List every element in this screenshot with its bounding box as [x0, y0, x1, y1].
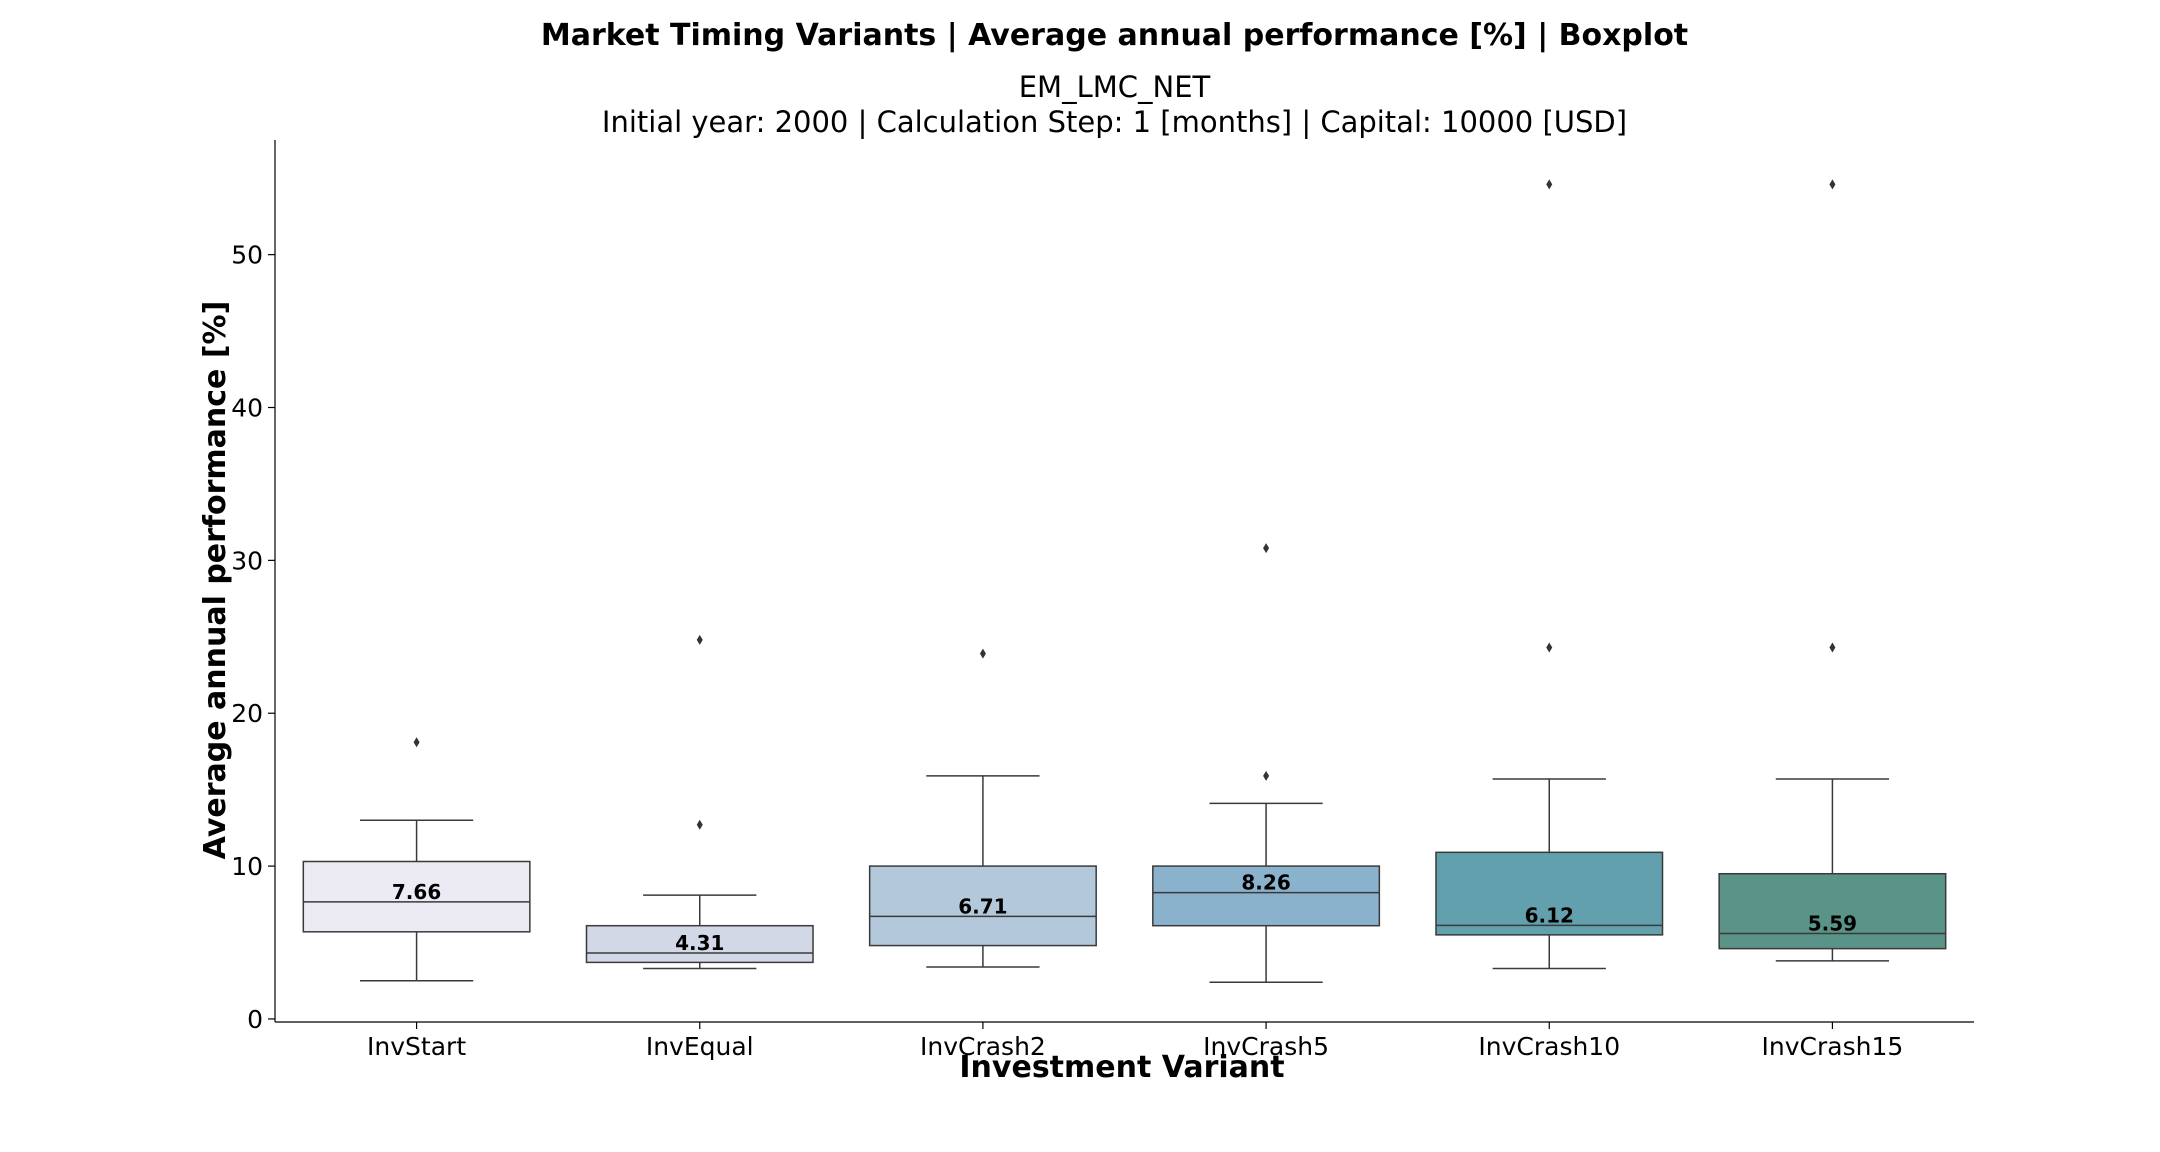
outlier-point: [1829, 642, 1836, 653]
median-label: 8.26: [1241, 871, 1290, 895]
chart-subtitle-parameters: Initial year: 2000 | Calculation Step: 1…: [601, 105, 1628, 139]
median-label: 4.31: [675, 931, 724, 955]
box-InvStart: [302, 860, 531, 933]
y-axis-label: Average annual performance [%]: [198, 301, 233, 860]
outlier-point: [696, 819, 703, 830]
box-InvCrash10: [1435, 851, 1664, 936]
box-InvCrash5: [1152, 865, 1381, 927]
x-tick-label: InvCrash15: [1762, 1032, 1904, 1061]
outlier-point: [1263, 543, 1270, 554]
y-tick-label: 30: [231, 546, 263, 575]
y-tick-label: 0: [247, 1005, 263, 1034]
median-label: 5.59: [1808, 911, 1857, 935]
box-InvEqual: [585, 924, 814, 964]
y-tick-label: 20: [231, 699, 263, 728]
x-tick-label: InvEqual: [646, 1032, 754, 1061]
outlier-point: [1263, 770, 1270, 781]
y-tick-label: 50: [231, 241, 263, 270]
median-label: 7.66: [392, 880, 441, 904]
x-tick-label: InvStart: [367, 1032, 466, 1061]
x-tick-label: InvCrash5: [1203, 1032, 1329, 1061]
outlier-point: [979, 648, 986, 659]
outlier-point: [413, 737, 420, 748]
median-label: 6.71: [958, 894, 1007, 918]
y-tick-label: 40: [231, 394, 263, 423]
y-tick-label: 10: [231, 852, 263, 881]
outlier-point: [1546, 179, 1553, 190]
chart-title: Market Timing Variants | Average annual …: [540, 18, 1689, 53]
plot-area: 0 10 20 30 40 50 InvStart 7.66 InvEqual 4.31 InvCr…: [231, 140, 1974, 1061]
box-InvCrash15: [1718, 872, 1947, 950]
outlier-point: [696, 634, 703, 645]
outlier-point: [1829, 179, 1836, 190]
x-tick-label: InvCrash10: [1478, 1032, 1620, 1061]
x-axis-label: Investment Variant: [959, 1050, 1284, 1085]
x-tick-label: InvCrash2: [920, 1032, 1046, 1061]
box-InvCrash2: [868, 865, 1097, 947]
chart-subtitle-dataset: EM_LMC_NET: [1018, 70, 1211, 104]
median-label: 6.12: [1525, 903, 1574, 927]
outlier-point: [1546, 642, 1553, 653]
